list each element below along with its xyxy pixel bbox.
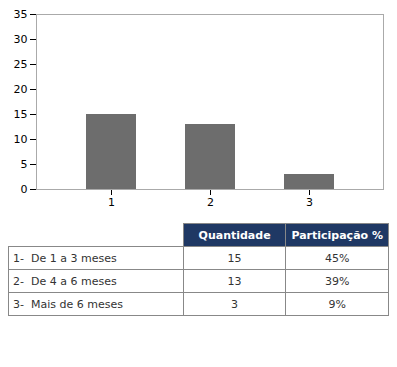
html-text:3: 3: [231, 297, 239, 311]
svg-text:2: 2: [207, 196, 214, 209]
html-text:15: 15: [227, 251, 242, 265]
svg-text:5: 5: [21, 158, 28, 171]
html-text:2- De 4 a 6 meses: 2- De 4 a 6 meses: [13, 274, 117, 288]
svg-text:10: 10: [14, 133, 28, 146]
svg-text:35: 35: [14, 8, 28, 21]
svg-text:25: 25: [14, 58, 28, 71]
svg-text:15: 15: [14, 108, 28, 121]
svg-text:0: 0: [21, 183, 28, 196]
html-text:9%: 9%: [328, 297, 346, 311]
html-text:13: 13: [227, 274, 242, 288]
html-text:45%: 45%: [325, 251, 350, 265]
svg-text:3: 3: [306, 196, 313, 209]
svg-text:1: 1: [108, 196, 115, 209]
html-text:1- De 1 a 3 meses: 1- De 1 a 3 meses: [13, 251, 117, 265]
svg-text:20: 20: [14, 83, 28, 96]
html-text:39%: 39%: [325, 274, 350, 288]
html-text:Participação %: Participação %: [291, 228, 383, 242]
svg-text:30: 30: [14, 33, 28, 46]
html-text:Quantidade: Quantidade: [198, 228, 271, 242]
html-text:3- Mais de 6 meses: 3- Mais de 6 meses: [13, 297, 123, 311]
